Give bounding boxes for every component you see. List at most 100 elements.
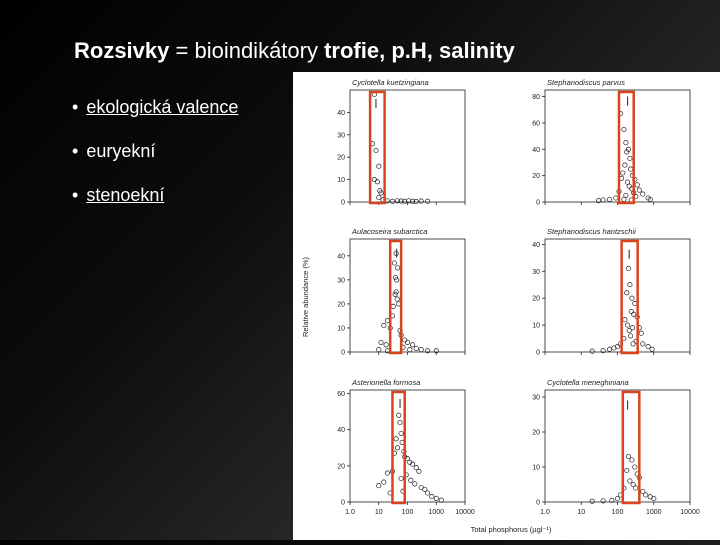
data-point (398, 198, 404, 204)
x-tick-label: 1000 (646, 509, 662, 516)
y-tick-label: 40 (532, 242, 540, 249)
data-point (649, 346, 655, 352)
data-point (410, 342, 416, 348)
data-point (381, 479, 387, 485)
data-point (425, 490, 431, 496)
data-point (589, 498, 595, 504)
data-point (630, 341, 636, 347)
x-tick-label: 10 (577, 509, 585, 516)
data-point (640, 488, 646, 495)
data-point (625, 146, 631, 152)
highlight-box (388, 239, 403, 355)
panel-4: Stephanodiscus hantzschii 0 10 20 30 40 (532, 227, 691, 357)
y-tick-label: 0 (341, 350, 345, 357)
bullet-marker: • (72, 185, 79, 205)
data-point (408, 477, 414, 483)
x-tick-label: 10 (375, 509, 383, 516)
bullet-item-2: • euryekní (72, 138, 238, 182)
highlight-box (391, 390, 406, 505)
data-point (627, 155, 633, 162)
x-tick-label: 1.0 (345, 509, 355, 516)
data-point (621, 196, 627, 202)
x-tick-label: 1.0 (540, 509, 550, 516)
y-tick-label: 20 (337, 463, 345, 470)
bullet-link-stenoekni[interactable]: stenoekní (86, 185, 165, 205)
data-point (640, 191, 646, 197)
data-point (378, 190, 384, 196)
panel-title: Cyclotella meneghiniana (547, 378, 629, 387)
data-point (647, 196, 653, 202)
data-point (394, 198, 401, 204)
data-point (627, 282, 633, 288)
data-point (402, 198, 408, 204)
data-point (392, 274, 398, 281)
data-point (438, 497, 444, 503)
data-point (634, 182, 640, 188)
data-point (636, 187, 642, 193)
highlight-box (368, 90, 386, 205)
data-point (389, 198, 396, 204)
highlight-box (621, 390, 641, 505)
data-point (620, 170, 626, 176)
y-tick-label: 80 (532, 94, 540, 101)
data-point (606, 346, 613, 352)
data-point (629, 295, 635, 301)
data-point (393, 289, 399, 295)
data-point (606, 196, 613, 202)
y-tick-label: 20 (532, 296, 540, 303)
y-tick-label: 60 (532, 120, 540, 127)
data-point (398, 430, 404, 436)
diatom-abundance-figure: Cyclotella kuetzingiana 0 10 20 30 40 Stephano… (293, 72, 720, 545)
data-point (374, 179, 380, 185)
y-tick-label: 20 (337, 155, 345, 162)
x-tick-label: 1000 (428, 509, 444, 516)
panel-title: Stephanodiscus parvus (547, 78, 625, 87)
data-point (640, 341, 646, 347)
data-point (407, 347, 413, 353)
data-point (393, 250, 399, 256)
panel-6: Cyclotella meneghiniana 0 10 20 30 1.0 10 100 10… (532, 378, 700, 516)
data-point (631, 311, 637, 317)
data-point (622, 162, 628, 168)
data-point (412, 481, 418, 487)
bullet-item-3: • stenoekní (72, 182, 238, 226)
y-axis-label: Relative abundance (%) (301, 256, 310, 337)
data-point (398, 475, 404, 482)
x-axis-label: Total phosphorus (µgl⁻¹) (471, 525, 552, 534)
data-point (376, 483, 382, 489)
data-point (410, 461, 416, 467)
data-point (425, 348, 431, 354)
data-point (433, 348, 439, 354)
bullet-link-ekologicka-valence[interactable]: ekologická valence (86, 97, 239, 117)
data-point (392, 291, 398, 297)
data-point (626, 327, 632, 334)
data-point (410, 198, 416, 204)
data-point (629, 325, 636, 331)
data-point (413, 345, 419, 351)
data-point (624, 149, 630, 155)
y-tick-label: 10 (532, 465, 540, 472)
data-point (624, 290, 630, 296)
data-point (404, 339, 411, 345)
x-tick-label: 10000 (680, 509, 700, 516)
data-point (623, 140, 629, 146)
data-point (394, 296, 400, 302)
y-tick-label: 30 (532, 395, 540, 402)
panel-title: Cyclotella kuetzingiana (352, 78, 429, 87)
y-tick-label: 60 (337, 391, 345, 398)
y-tick-label: 30 (532, 269, 540, 276)
data-point (418, 198, 424, 204)
data-point (630, 481, 636, 488)
data-point (396, 412, 402, 418)
data-point (393, 436, 399, 442)
bullet-text-euryekni: euryekní (86, 141, 156, 161)
data-point (626, 183, 632, 189)
data-point (609, 497, 615, 503)
y-tick-label: 0 (341, 200, 345, 207)
data-point (406, 198, 412, 204)
y-tick-label: 30 (337, 132, 345, 139)
y-tick-label: 40 (337, 427, 345, 434)
title-part-2: = bioindikátory (169, 38, 325, 63)
bullet-marker: • (72, 97, 79, 117)
panel-2: Stephanodiscus parvus 0 20 40 60 80 (532, 78, 691, 207)
